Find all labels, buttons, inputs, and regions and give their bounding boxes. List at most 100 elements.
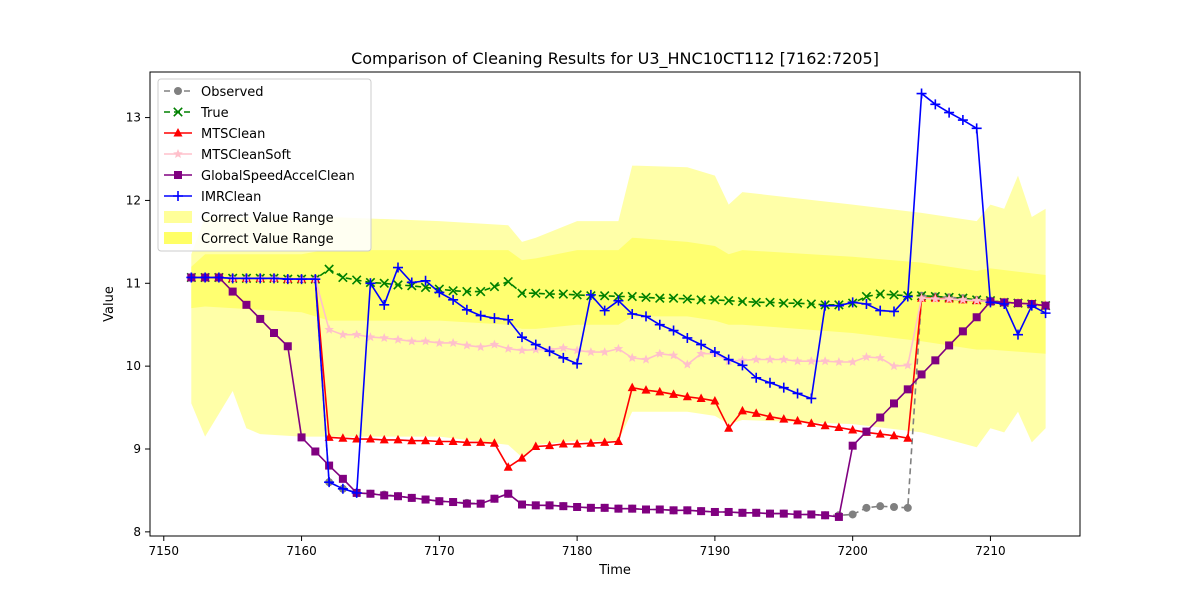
data-point	[696, 348, 706, 358]
data-point	[682, 332, 693, 343]
data-point	[985, 297, 996, 308]
data-point	[365, 332, 376, 342]
y-tick-label: 9	[133, 442, 141, 456]
data-point	[393, 262, 403, 273]
y-tick-label: 8	[133, 525, 141, 539]
data-point	[724, 507, 733, 516]
data-point	[627, 352, 637, 362]
legend-label: IMRClean	[201, 190, 261, 205]
data-point	[723, 354, 734, 365]
data-point	[737, 360, 748, 371]
data-point	[558, 342, 569, 352]
data-point	[504, 489, 513, 498]
data-point	[765, 297, 775, 308]
x-tick-label: 7160	[286, 544, 317, 558]
data-point	[792, 388, 803, 399]
data-point	[544, 346, 555, 357]
data-point	[821, 511, 830, 520]
data-point	[462, 286, 472, 297]
x-tick-label: 7200	[837, 544, 868, 558]
data-point	[255, 273, 266, 284]
data-point	[751, 354, 761, 364]
data-point	[420, 275, 431, 286]
x-tick-label: 7180	[562, 544, 593, 558]
data-point	[847, 297, 858, 308]
data-point	[765, 354, 775, 364]
legend-marker	[174, 171, 182, 179]
data-point	[628, 504, 637, 513]
data-point	[434, 337, 445, 347]
x-tick-label: 7210	[975, 544, 1006, 558]
x-axis-label: Time	[598, 563, 631, 578]
data-point	[654, 319, 665, 330]
plot-area	[186, 88, 1051, 521]
data-point	[655, 293, 665, 303]
data-point	[241, 273, 252, 284]
data-point	[586, 347, 596, 357]
y-tick-label: 11	[126, 276, 141, 290]
data-point	[999, 299, 1010, 309]
data-point	[228, 287, 237, 296]
data-point	[641, 354, 651, 364]
series-imrclean	[186, 88, 1051, 498]
legend-box	[157, 78, 372, 252]
data-point	[434, 287, 445, 298]
data-point	[876, 413, 885, 422]
data-point	[269, 273, 279, 284]
data-point	[903, 385, 912, 394]
data-point	[448, 337, 458, 347]
data-point	[752, 508, 761, 517]
data-point	[627, 308, 638, 319]
data-point	[490, 494, 499, 503]
data-point	[751, 372, 762, 383]
data-point	[751, 297, 761, 308]
data-point	[282, 274, 293, 285]
data-point	[338, 474, 347, 483]
data-point	[351, 275, 362, 285]
data-point	[476, 499, 485, 508]
data-point	[957, 115, 968, 126]
data-point	[806, 393, 817, 404]
data-point	[531, 501, 540, 510]
data-point	[903, 360, 913, 370]
data-point	[448, 285, 458, 296]
data-point	[668, 325, 679, 336]
data-point	[421, 495, 430, 504]
data-point	[585, 289, 596, 300]
data-point	[945, 341, 954, 350]
legend-entry: Correct Value Range	[164, 211, 334, 226]
data-point	[848, 424, 858, 434]
data-point	[655, 348, 665, 358]
data-point	[366, 489, 375, 498]
data-point	[958, 294, 968, 304]
data-point	[697, 507, 706, 516]
data-point	[407, 336, 417, 346]
data-point	[890, 399, 898, 408]
data-point	[558, 439, 568, 448]
data-point	[903, 433, 913, 442]
data-point	[971, 295, 982, 305]
data-point	[862, 503, 871, 512]
data-point	[683, 506, 692, 515]
data-point	[766, 509, 774, 518]
data-point	[379, 333, 389, 342]
data-point	[820, 356, 830, 366]
y-tick-label: 10	[126, 359, 141, 373]
data-point	[779, 414, 789, 423]
legend-marker	[173, 128, 183, 137]
data-point	[489, 313, 500, 324]
data-point	[669, 389, 679, 398]
data-point	[793, 415, 803, 425]
data-point	[531, 441, 541, 451]
data-point	[765, 377, 775, 388]
data-point	[379, 299, 390, 310]
data-point	[806, 418, 816, 427]
data-point	[227, 273, 238, 284]
data-point	[889, 290, 899, 300]
data-point	[737, 405, 747, 415]
data-point	[544, 289, 555, 299]
data-point	[311, 447, 320, 456]
data-point	[944, 107, 955, 118]
data-point	[489, 339, 500, 349]
